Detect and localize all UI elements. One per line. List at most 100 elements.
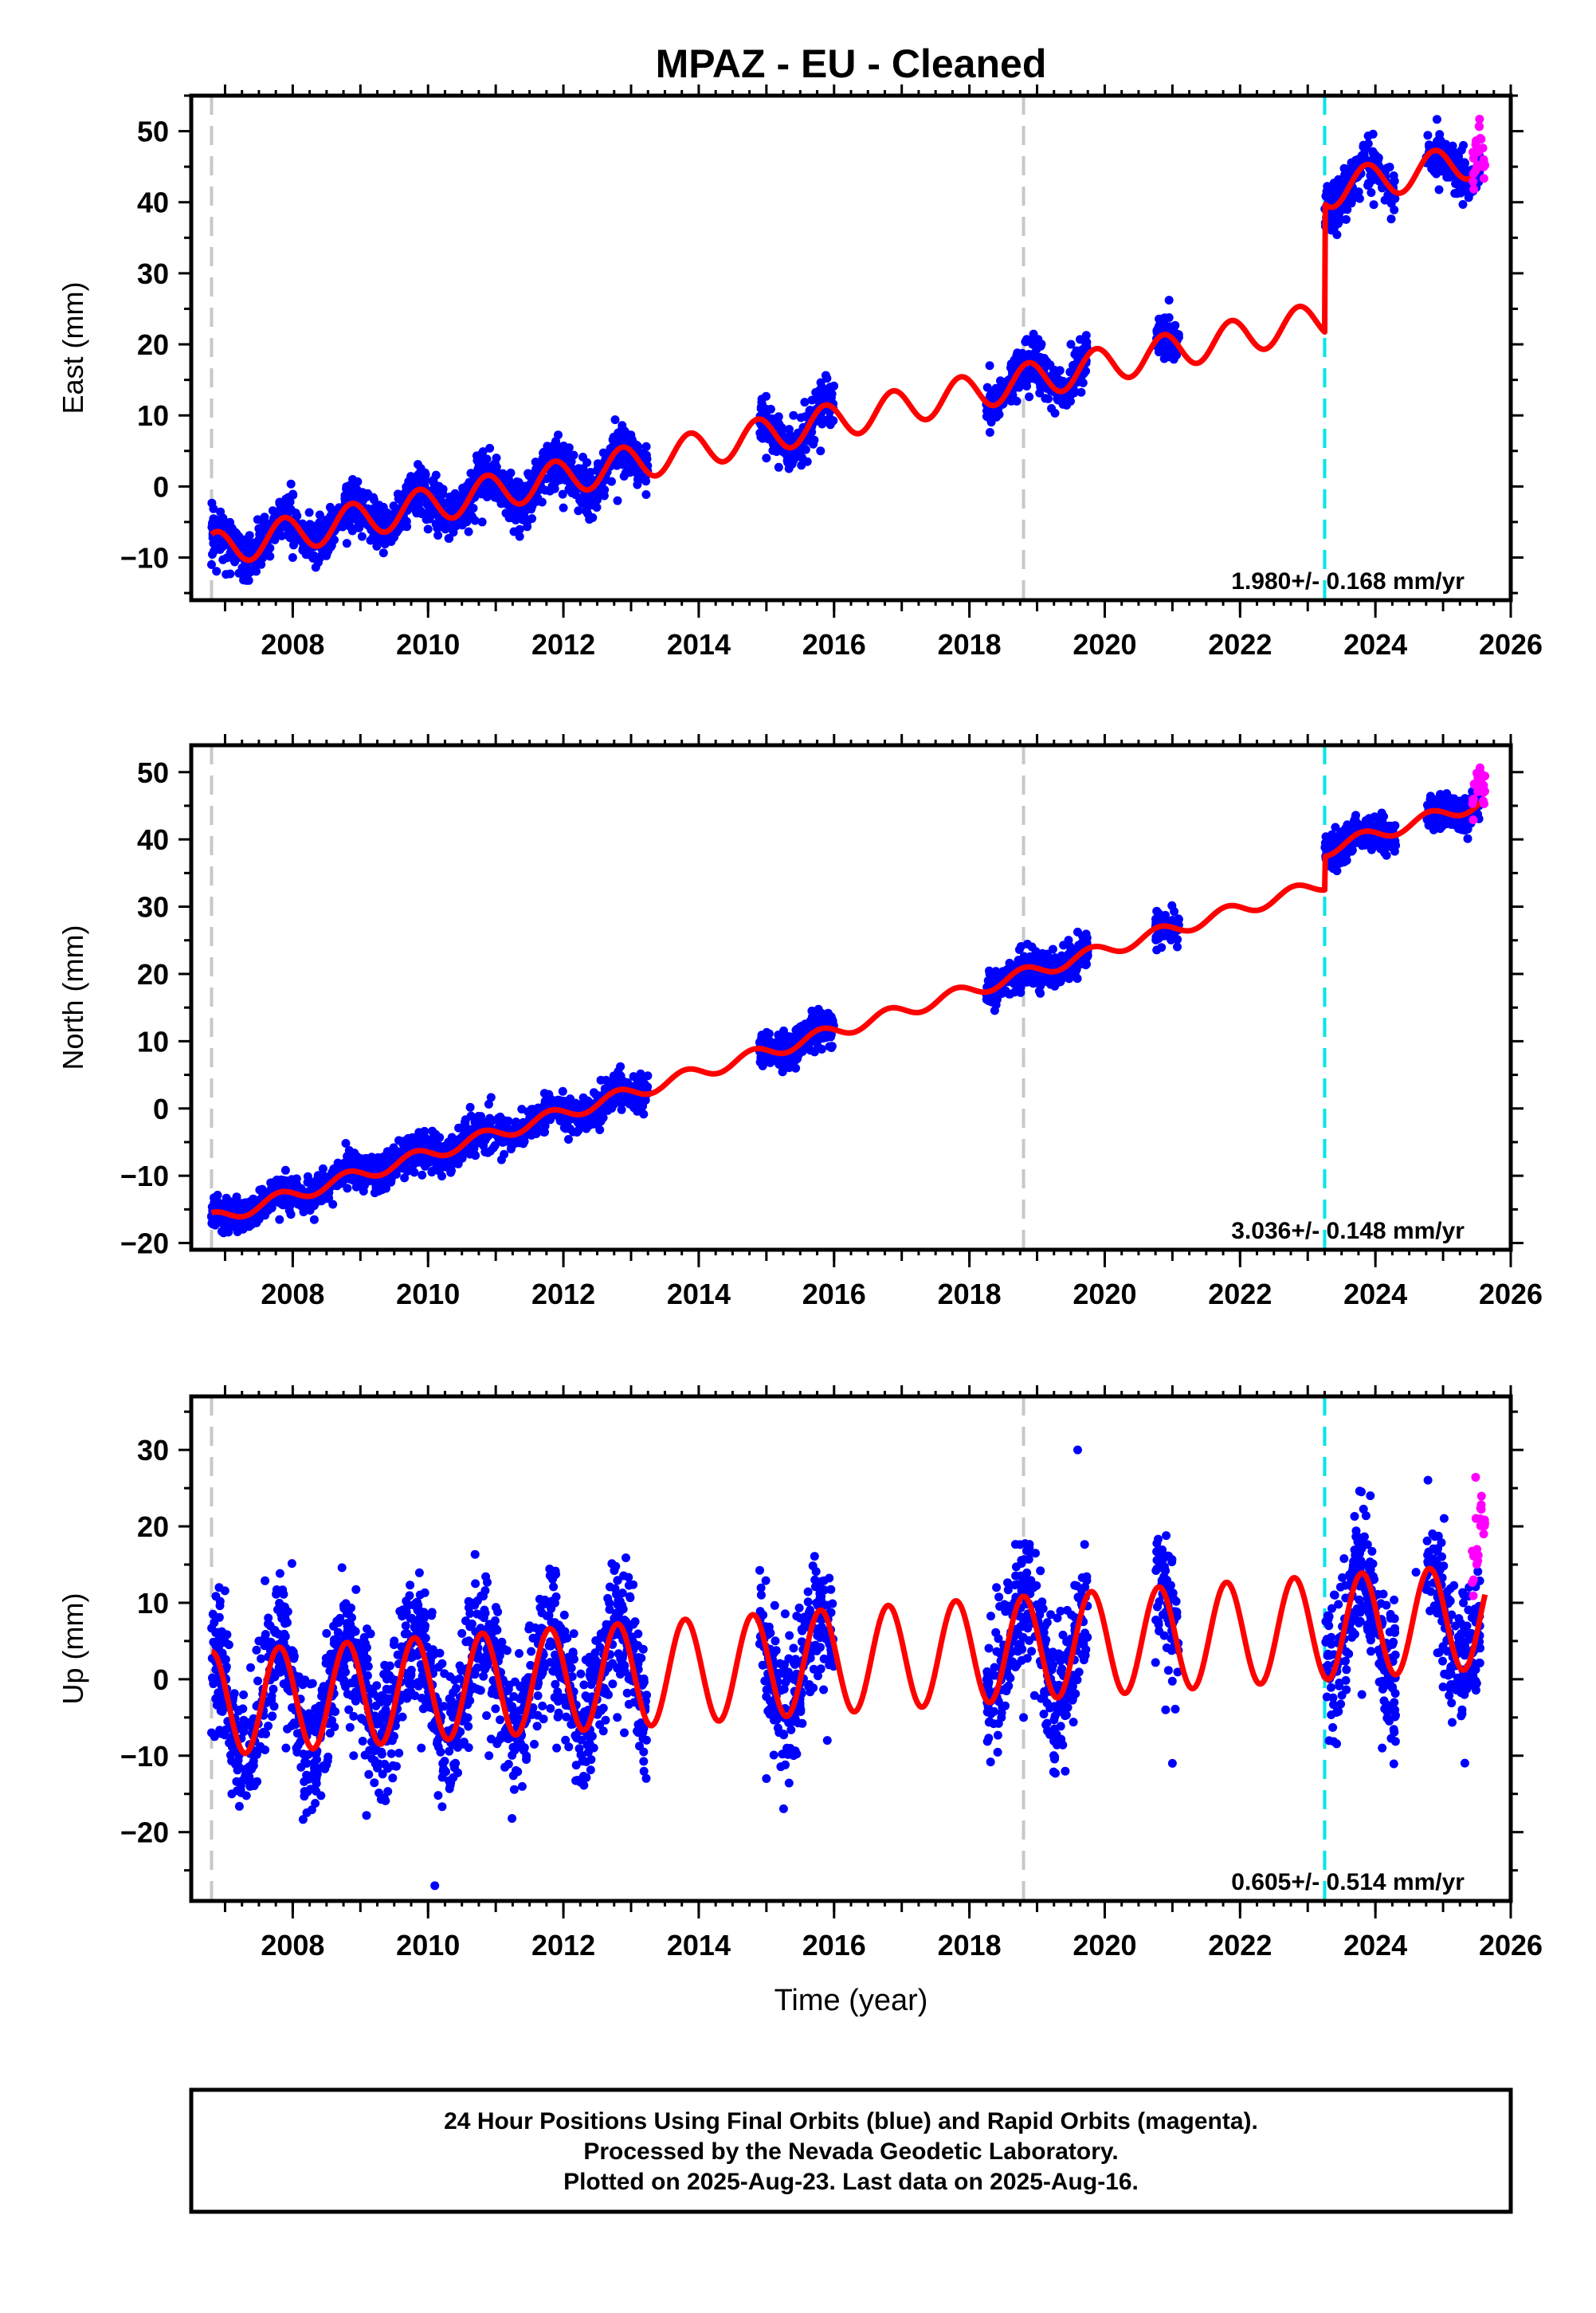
final-orbit-point: [629, 439, 638, 449]
final-orbit-point: [1022, 969, 1031, 979]
final-orbit-point: [555, 1116, 565, 1125]
y-tick-label: 30: [137, 257, 169, 290]
final-orbit-point: [517, 1105, 527, 1114]
final-orbit-point: [1034, 987, 1044, 995]
final-orbit-point: [797, 461, 806, 470]
final-orbit-point: [1432, 115, 1441, 124]
final-orbit-point: [240, 571, 249, 581]
final-orbit-point: [564, 443, 574, 453]
final-orbit-point: [482, 493, 492, 501]
chart-title: MPAZ - EU - Cleaned: [656, 41, 1047, 86]
final-orbit-point: [1062, 400, 1072, 410]
final-orbit-point: [789, 410, 798, 420]
final-orbit-point: [505, 1137, 515, 1146]
final-orbit-point: [1022, 977, 1031, 987]
final-orbit-point: [610, 415, 620, 425]
final-orbit-point: [282, 1196, 292, 1206]
final-orbit-point: [496, 1117, 505, 1127]
final-orbit-point: [1159, 346, 1169, 355]
final-orbit-point: [258, 1187, 268, 1196]
final-orbit-point: [829, 381, 839, 391]
final-orbit-point: [547, 471, 555, 481]
y-tick-label: 40: [137, 187, 169, 219]
final-orbit-point: [320, 1172, 330, 1181]
final-orbit-point: [1059, 941, 1069, 950]
final-orbit-point: [985, 428, 994, 437]
final-orbit-point: [477, 517, 487, 527]
rapid-orbit-point: [1475, 122, 1484, 132]
final-orbit-point: [302, 1204, 311, 1214]
final-orbit-point: [518, 1137, 527, 1146]
final-orbit-point: [233, 1227, 243, 1236]
final-orbit-point: [785, 425, 794, 434]
final-orbit-point: [222, 570, 231, 579]
final-orbit-point: [435, 1133, 445, 1142]
final-orbit-point: [254, 524, 264, 533]
final-orbit-point: [275, 499, 284, 509]
final-orbit-point: [595, 1125, 605, 1134]
final-orbit-point: [982, 995, 991, 1004]
final-orbit-point: [1081, 960, 1091, 970]
final-orbit-point: [1329, 224, 1339, 233]
final-orbit-point: [602, 475, 611, 485]
final-orbit-point: [286, 479, 296, 489]
final-orbit-point: [386, 1149, 396, 1159]
final-orbit-point: [478, 457, 488, 466]
final-orbit-point: [260, 512, 269, 522]
final-orbit-point: [639, 1109, 649, 1119]
final-orbit-point: [602, 1075, 611, 1085]
final-orbit-point: [539, 1089, 549, 1098]
final-orbit-point: [1010, 357, 1019, 367]
final-orbit-point: [212, 567, 222, 576]
final-orbit-point: [1335, 215, 1345, 225]
final-orbit-point: [208, 550, 217, 559]
final-orbit-point: [641, 450, 651, 460]
final-orbit-point: [818, 390, 828, 399]
final-orbit-point: [1167, 901, 1177, 910]
final-orbit-point: [334, 1160, 343, 1169]
rapid-orbit-point: [1469, 177, 1478, 187]
final-orbit-point: [817, 1008, 826, 1018]
final-orbit-point: [1029, 329, 1038, 339]
final-orbit-point: [277, 531, 287, 540]
final-orbit-point: [1050, 408, 1060, 418]
final-orbit-point: [378, 534, 388, 544]
final-orbit-point: [621, 468, 630, 477]
final-orbit-point: [292, 511, 302, 520]
x-tick-label: 2016: [802, 628, 866, 661]
final-orbit-point: [766, 404, 775, 414]
final-orbit-point: [562, 1097, 571, 1106]
final-orbit-point: [636, 1069, 645, 1078]
final-orbit-point: [1001, 986, 1010, 995]
final-orbit-point: [346, 522, 355, 532]
final-orbit-point: [558, 1086, 567, 1096]
final-orbit-point: [603, 1102, 613, 1111]
final-orbit-point: [536, 1124, 546, 1133]
final-orbit-point: [280, 1165, 290, 1175]
final-orbit-point: [344, 482, 354, 492]
final-orbit-point: [568, 1127, 578, 1137]
final-orbit-point: [402, 522, 412, 532]
final-orbit-point: [761, 1056, 771, 1066]
final-orbit-point: [445, 534, 454, 543]
final-orbit-point: [449, 1159, 459, 1168]
final-orbit-point: [778, 447, 788, 457]
final-orbit-point: [800, 398, 810, 407]
final-orbit-point: [618, 460, 627, 469]
final-orbit-point: [594, 460, 604, 469]
final-orbit-point: [284, 493, 293, 502]
final-orbit-point: [299, 544, 308, 553]
final-orbit-point: [988, 387, 998, 396]
final-orbit-point: [473, 465, 483, 474]
final-orbit-point: [318, 1164, 327, 1173]
final-orbit-point: [615, 1075, 625, 1085]
final-orbit-point: [1351, 155, 1360, 165]
final-orbit-point: [485, 443, 495, 453]
final-orbit-point: [559, 503, 568, 512]
final-orbit-point: [268, 506, 277, 516]
x-tick-label: 2008: [261, 628, 324, 661]
final-orbit-point: [1368, 129, 1378, 139]
final-orbit-point: [791, 1063, 801, 1073]
final-orbit-point: [1022, 382, 1031, 391]
rapid-orbit-point: [1479, 174, 1488, 183]
